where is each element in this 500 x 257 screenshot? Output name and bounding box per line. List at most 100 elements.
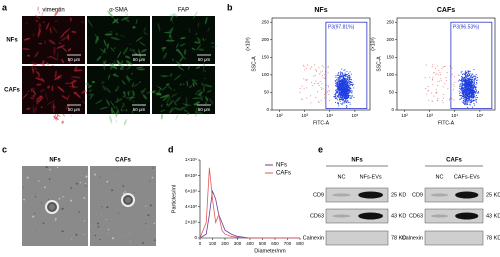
event [470,89,472,91]
event [432,77,434,79]
event [321,65,323,67]
cell [151,90,156,94]
event [467,79,469,81]
event [464,90,467,92]
event [475,76,477,78]
cell [35,15,41,19]
cell [115,88,119,92]
event [336,95,338,97]
event [301,98,303,100]
y-tick-label: 2×10⁸ [185,220,197,225]
cell [31,87,35,90]
event [465,83,467,85]
speck [83,234,85,236]
event [470,79,472,81]
cell [137,68,146,71]
event [465,74,467,76]
x-tick-label: 700 [284,241,292,246]
event [336,97,338,99]
event [322,66,324,68]
micrograph [87,66,150,114]
event [461,85,463,87]
event [349,75,351,77]
event [462,98,465,100]
event [467,83,469,85]
x-tick-label: 400 [246,241,254,246]
event [466,88,468,91]
cell [37,75,41,78]
row-label: NFs [6,38,18,44]
cell [87,19,93,28]
speck [70,199,73,202]
event [338,105,340,107]
event [440,80,442,82]
event [341,88,344,90]
cell [49,56,59,61]
cell [25,22,28,24]
cell [195,44,202,51]
cell [113,18,119,24]
event [462,93,464,95]
event [342,99,344,101]
event [335,92,337,94]
event [475,87,477,89]
event [429,76,431,78]
speck [118,212,120,214]
event [466,76,468,78]
cell [143,26,147,33]
event [473,94,475,96]
event [336,82,339,84]
cell [195,66,201,69]
event [301,85,303,87]
event [338,72,340,74]
event [344,85,346,87]
event [335,82,337,84]
event [465,84,467,86]
event [475,98,477,100]
speck [84,220,86,222]
event [468,79,470,81]
event [467,71,470,73]
event [465,79,467,81]
event [339,95,341,97]
cell [30,97,35,100]
cell [195,107,198,118]
event [438,69,440,71]
cell [198,91,203,96]
event [460,98,462,100]
event [460,88,462,90]
cell [40,106,43,109]
event [470,86,472,88]
cell [110,36,120,41]
cell [41,77,45,83]
cell [23,37,31,41]
event [303,66,305,68]
event [473,102,475,105]
cell [166,27,174,34]
speck [35,230,37,232]
event [344,80,346,82]
cell [188,28,191,33]
event [346,81,349,84]
cell [106,99,110,106]
event [434,67,437,69]
event [347,101,349,103]
event [461,90,463,92]
event [442,86,444,88]
speck [149,180,151,182]
event [468,70,470,72]
cell [61,58,64,64]
event [476,90,478,92]
cell [57,75,61,78]
cell [196,111,203,115]
event [303,78,305,80]
cell [85,82,89,86]
plot-title: NFs [314,7,327,14]
event [464,70,467,72]
cell [170,15,174,24]
cell [36,99,39,105]
event [463,94,465,96]
speck [101,206,103,208]
cell [156,85,164,91]
event [316,70,318,72]
